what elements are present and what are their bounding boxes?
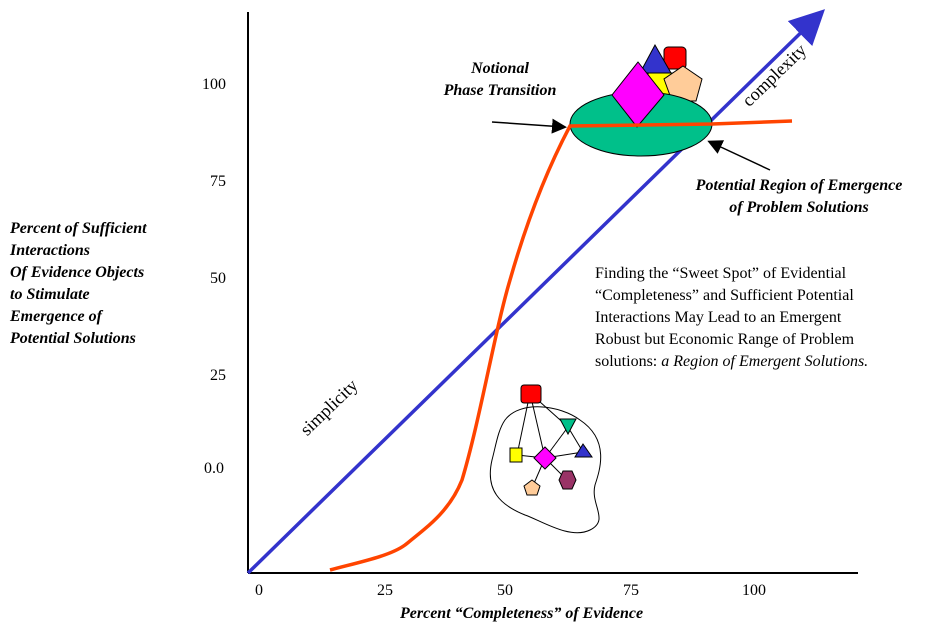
y-label-line-4: to Stimulate	[10, 286, 90, 303]
sweet-line-2: “Completeness” and Sufficient Potential	[595, 287, 854, 304]
net-red-square-shape	[520, 384, 542, 404]
y-label-line-5: Emergence of	[10, 308, 102, 325]
region-line-2: of Problem Solutions	[729, 199, 869, 216]
y-tick-50: 50	[210, 270, 226, 287]
network-diagram	[489, 384, 602, 534]
net-peach-pentagon-shape	[523, 479, 541, 496]
x-tick-0: 0	[255, 582, 263, 599]
red-square-shape	[663, 46, 687, 70]
y-tick-100: 100	[202, 76, 226, 93]
region-pointer-arrow	[707, 140, 771, 171]
x-tick-50: 50	[497, 582, 513, 599]
y-tick-75: 75	[210, 173, 226, 190]
magenta-diamond-shape	[611, 61, 665, 128]
region-line-1: Potential Region of Emergence	[695, 177, 903, 194]
y-label-line-6: Potential Solutions	[10, 330, 136, 347]
notional-phase-transition-label: Notional Phase Transition	[420, 58, 580, 102]
sweet-line-5-italic: a Region of Emergent Solutions.	[661, 353, 869, 370]
net-teal-triangle-shape	[559, 418, 577, 436]
y-label-line-2: Interactions	[10, 242, 91, 259]
y-tick-25: 25	[210, 367, 226, 384]
potential-region-label: Potential Region of Emergence of Problem…	[664, 175, 934, 219]
notional-line-2: Phase Transition	[443, 82, 557, 99]
y-axis-label: Percent of Sufficient Interactions Of Ev…	[10, 218, 200, 350]
x-tick-25: 25	[377, 582, 393, 599]
x-axis-label: Percent “Completeness” of Evidence	[400, 605, 644, 622]
sweet-line-5-plain: solutions:	[595, 353, 662, 370]
network-boundary	[489, 406, 602, 534]
sweet-line-4: Robust but Economic Range of Problem	[595, 331, 855, 348]
notional-pointer-arrow	[491, 118, 567, 134]
x-tick-100: 100	[742, 582, 766, 599]
x-tick-75: 75	[623, 582, 639, 599]
net-yellow-square-shape	[509, 447, 523, 463]
sweet-spot-text: Finding the “Sweet Spot” of Evidential “…	[595, 263, 925, 373]
sweet-line-5: solutions: a Region of Emergent Solution…	[595, 351, 925, 373]
complexity-diagonal	[246, 9, 826, 575]
phase-transition-curve	[329, 119, 793, 572]
notional-line-1: Notional	[471, 60, 529, 77]
y-label-line-3: Of Evidence Objects	[10, 264, 145, 281]
sweet-line-1: Finding the “Sweet Spot” of Evidential	[595, 265, 847, 282]
sweet-line-3: Interactions May Lead to an Emergent	[595, 309, 842, 326]
net-magenta-diamond-shape	[533, 446, 557, 470]
net-blue-triangle-shape	[574, 443, 593, 458]
y-label-line-1: Percent of Sufficient	[10, 220, 147, 237]
net-purple-hexagon-shape	[558, 470, 577, 490]
y-tick-0: 0.0	[204, 460, 224, 477]
